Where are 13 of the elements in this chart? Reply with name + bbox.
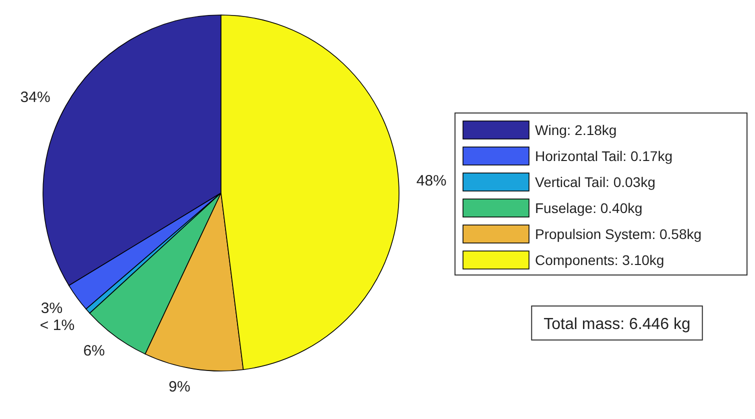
data-label: 34% [20,89,50,106]
legend-label: Wing: 2.18kg [535,122,617,138]
data-label: 3% [40,300,63,318]
data-label: 48% [416,172,446,190]
legend-label: Fuselage: 0.40kg [535,200,642,216]
legend-label: Horizontal Tail: 0.17kg [535,148,672,164]
legend-label: Propulsion System: 0.58kg [535,226,702,242]
text: Total mass: 6.446 kg [544,316,690,333]
data-label: 9% [168,378,190,396]
data-label: 6% [83,342,105,360]
data-label: < 1% [40,317,75,334]
legend-label: Components: 3.10kg [535,252,664,268]
legend-label: Vertical Tail: 0.03kg [535,174,656,190]
